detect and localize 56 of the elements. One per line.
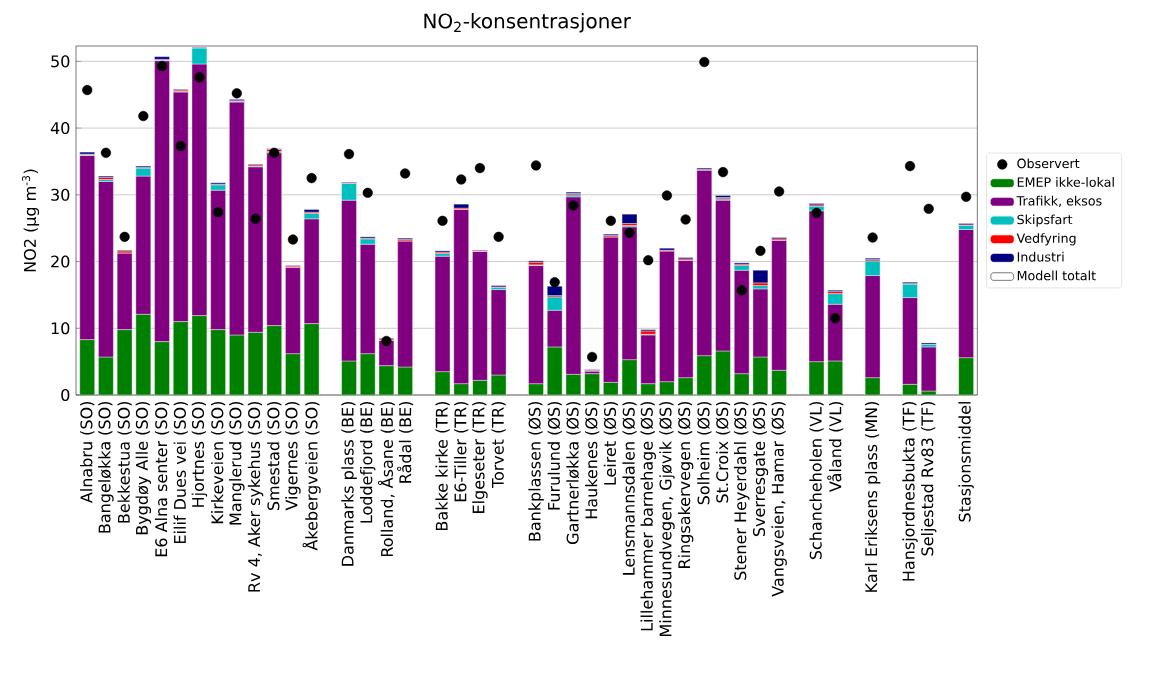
x-tick-label: Leiret (ØS) [603,401,618,485]
x-tick-label: Lensmannsdalen (ØS) [622,401,637,575]
x-tick-label: Åkebergveien (SO) [302,401,321,551]
x-tick-label: Lillehammer barnehage (ØS) [640,401,656,631]
x-tick-label: Danmarks plass (BE) [341,401,357,566]
y-axis-title: NO2 (μg m$^{-3}$) [22,169,40,272]
x-tick-label: Våland (VL) [827,401,844,492]
x-tick-label: Hjortnes (SO) [191,401,208,507]
x-tick-label: Smestad (SO) [267,401,282,511]
x-tick-label: Rådal (BE) [397,401,414,483]
x-tick-label: Torvet (TR) [491,401,506,489]
x-tick-label: St.Croix (ØS) [715,401,731,503]
legend-label: Trafikk, eksos [1016,195,1102,207]
legend-label: Observert [1017,158,1080,169]
x-tick-label: Vigernes (SO) [285,401,301,511]
y-tick-label: 30 [51,188,70,201]
x-tick-label: Kirkeveien (SO) [211,401,226,524]
x-tick-label: Minnesundvegen, Gjøvik (ØS) [659,401,675,636]
x-tick-label: Bygdøy Alle (SO) [135,401,152,535]
y-tick-label: 40 [50,122,70,135]
x-tick-label: Manglerud (SO) [229,401,245,525]
x-tick-label: Ringsakervegen (ØS) [677,401,694,568]
x-tick-label: Hansjordnesbukta (TF) [902,401,918,581]
x-tick-label: Furulund (ØS) [547,401,562,510]
x-tick-label: Vangsveien, Hamar (ØS) [771,401,787,597]
legend-label: Industri [1017,251,1064,262]
x-tick-label: Stener Heyerdahl (ØS) [733,401,750,580]
y-tick-label: 20 [51,255,70,268]
x-tick-label: Bankplassen (ØS) [528,401,544,541]
x-tick-label: Elgeseter (TR) [472,401,488,513]
x-tick-label: Bangeløkka (SO) [98,401,114,533]
x-tick-label: Alnabru (SO) [80,401,95,504]
x-tick-label: Gartnerløkka (ØS) [566,401,581,544]
legend-label: Vedfyring [1016,233,1076,246]
x-tick-label: Solheim (ØS) [697,401,712,505]
y-tick-label: 0 [61,388,70,402]
x-tick-label: Bekkestua (SO) [117,401,132,523]
y-tick-label: 50 [51,55,70,68]
x-tick-label: Loddefjord (BE) [359,401,376,523]
legend-label: Modell totalt [1017,270,1096,281]
y-tick-label: 10 [51,322,70,335]
legend-label: Skipsfart [1017,214,1073,227]
x-tick-label: Karl Eriksens plass (MN) [864,401,881,592]
chart-title: NO$_{2}$-konsentrasjoner [424,13,631,33]
x-tick-label: Seljestad Rv83 (TF) [920,401,937,556]
x-tick-label: Rv 4, Aker sykehus (SO) [247,401,264,592]
x-tick-label: Stasjonsmiddel [958,402,974,522]
x-tick-label: Schancheholen (VL) [809,401,824,560]
x-tick-label: Haukenes (ØS) [584,401,600,519]
x-tick-label: Sverresgate (ØS) [752,401,769,537]
legend-label: EMEP ikke-lokal [1017,177,1114,187]
x-tick-label: E6-Tiller (TR) [454,401,469,502]
x-tick-label: Eilif Dues vei (SO) [173,401,188,543]
x-tick-label: E6 Alna senter (SO) [154,401,170,557]
x-tick-label: Rolland, Åsane (BE) [377,401,395,557]
x-tick-label: Bakke kirke (TR) [435,401,450,530]
